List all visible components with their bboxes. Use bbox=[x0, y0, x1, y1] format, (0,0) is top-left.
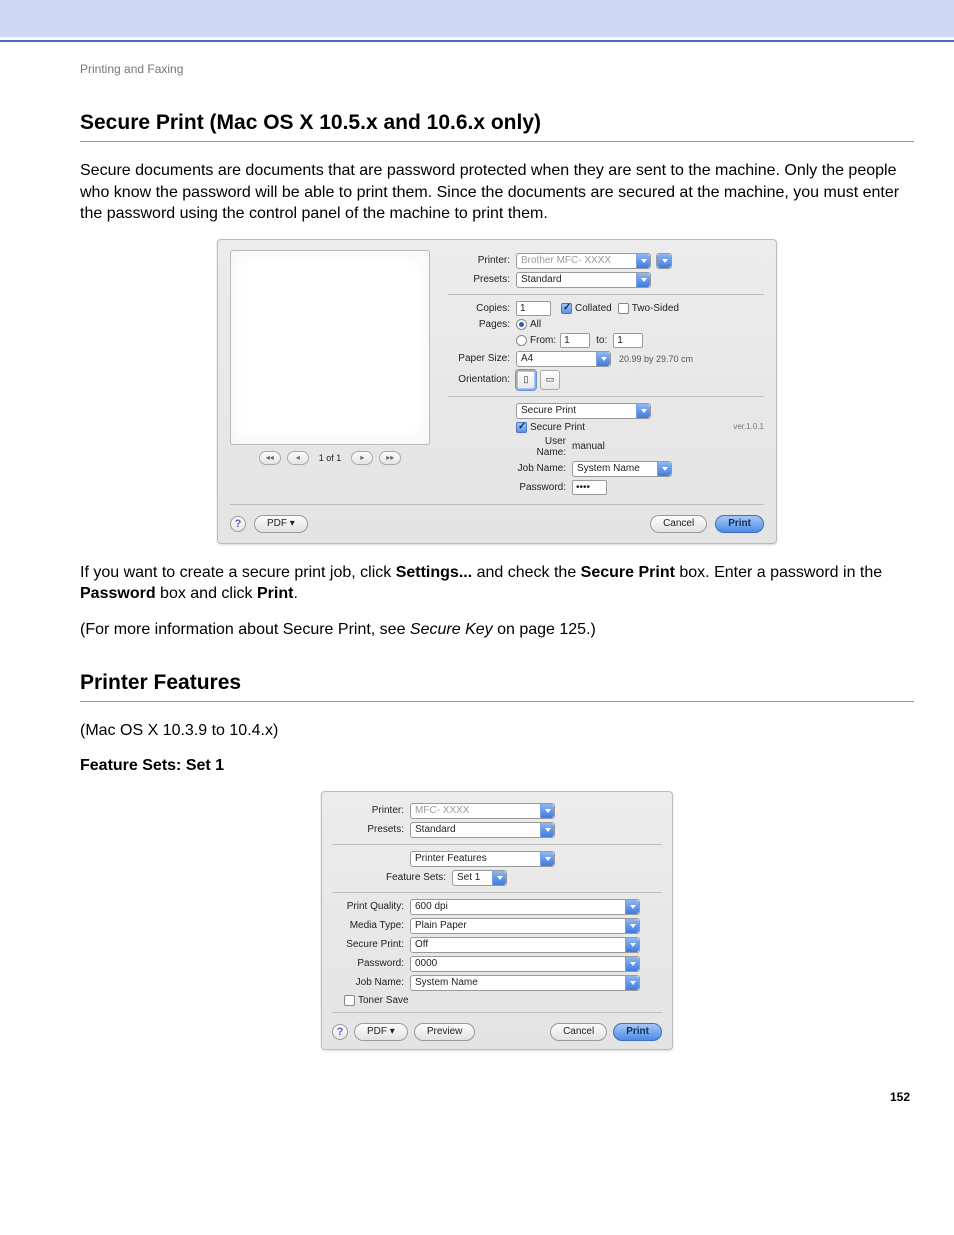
after-para-2: (For more information about Secure Print… bbox=[80, 619, 914, 641]
printer-value: Brother MFC- XXXX bbox=[521, 255, 611, 266]
collated-label: Collated bbox=[575, 303, 612, 314]
d2-preview-button[interactable]: Preview bbox=[414, 1023, 476, 1041]
to-label: to: bbox=[590, 335, 613, 346]
d2-presets-select[interactable]: Standard bbox=[410, 822, 555, 838]
d2-printquality-select[interactable]: 600 dpi bbox=[410, 899, 640, 915]
copies-label: Copies: bbox=[448, 303, 516, 314]
d2-help-button[interactable]: ? bbox=[332, 1024, 348, 1040]
pages-label: Pages: bbox=[448, 319, 516, 330]
username-value: manual bbox=[572, 441, 605, 452]
print-button[interactable]: Print bbox=[715, 515, 764, 533]
printer-status-button[interactable] bbox=[656, 253, 672, 269]
d2-jobname-select[interactable]: System Name bbox=[410, 975, 640, 991]
copies-input[interactable]: 1 bbox=[516, 301, 551, 316]
d2-pdf-button[interactable]: PDF ▾ bbox=[354, 1023, 408, 1041]
nav-last-button[interactable]: ▸▸ bbox=[379, 451, 401, 465]
to-input[interactable]: 1 bbox=[613, 333, 643, 348]
pages-range-radio[interactable] bbox=[516, 335, 527, 346]
after-para-1: If you want to create a secure print job… bbox=[80, 562, 914, 605]
twosided-label: Two-Sided bbox=[632, 303, 679, 314]
password-label: Password: bbox=[516, 482, 572, 493]
top-bar bbox=[0, 0, 954, 40]
nav-prev-button[interactable]: ◂ bbox=[287, 451, 309, 465]
orientation-landscape-button[interactable]: ▭ bbox=[540, 370, 560, 390]
d2-featuresets-select[interactable]: Set 1 bbox=[452, 870, 507, 886]
d2-panel-select[interactable]: Printer Features bbox=[410, 851, 555, 867]
d2-print-button[interactable]: Print bbox=[613, 1023, 662, 1041]
section1-title: Secure Print (Mac OS X 10.5.x and 10.6.x… bbox=[80, 111, 914, 135]
d2-password-label: Password: bbox=[332, 958, 410, 969]
jobname-label: Job Name: bbox=[516, 463, 572, 474]
presets-label: Presets: bbox=[448, 274, 516, 285]
pages-all-radio[interactable] bbox=[516, 319, 527, 330]
username-label: User Name: bbox=[516, 436, 572, 458]
panel-value: Secure Print bbox=[521, 405, 576, 416]
section2-bold: Feature Sets: Set 1 bbox=[80, 755, 914, 777]
pdf-button[interactable]: PDF ▾ bbox=[254, 515, 308, 533]
collated-checkbox[interactable] bbox=[561, 303, 572, 314]
printer-features-dialog: Printer: MFC- XXXX Presets: Standard Pri… bbox=[321, 791, 673, 1050]
d2-secureprint-label: Secure Print: bbox=[332, 939, 410, 950]
section2-title: Printer Features bbox=[80, 671, 914, 695]
section2-rule bbox=[80, 701, 914, 702]
printer-select[interactable]: Brother MFC- XXXX bbox=[516, 253, 651, 269]
nav-next-button[interactable]: ▸ bbox=[351, 451, 373, 465]
papersize-value: A4 bbox=[521, 353, 533, 364]
breadcrumb: Printing and Faxing bbox=[80, 62, 914, 76]
presets-value: Standard bbox=[521, 274, 562, 285]
papersize-select[interactable]: A4 bbox=[516, 351, 611, 367]
from-input[interactable]: 1 bbox=[560, 333, 590, 348]
version-label: ver.1.0.1 bbox=[733, 422, 764, 431]
preview-nav: ◂◂ ◂ 1 of 1 ▸ ▸▸ bbox=[230, 451, 430, 465]
d2-secureprint-select[interactable]: Off bbox=[410, 937, 640, 953]
papersize-label: Paper Size: bbox=[448, 353, 516, 364]
printer-label: Printer: bbox=[448, 255, 516, 266]
cancel-button[interactable]: Cancel bbox=[650, 515, 707, 533]
jobname-value: System Name bbox=[577, 463, 640, 474]
orientation-portrait-button[interactable]: ▯ bbox=[516, 370, 536, 390]
d2-printquality-label: Print Quality: bbox=[332, 901, 410, 912]
top-rule bbox=[0, 40, 954, 42]
page-indicator: 1 of 1 bbox=[315, 453, 346, 463]
page-preview bbox=[230, 250, 430, 445]
d2-printer-select[interactable]: MFC- XXXX bbox=[410, 803, 555, 819]
section2-sub: (Mac OS X 10.3.9 to 10.4.x) bbox=[80, 720, 914, 742]
d2-presets-label: Presets: bbox=[332, 824, 410, 835]
section1-rule bbox=[80, 141, 914, 142]
d2-mediatype-select[interactable]: Plain Paper bbox=[410, 918, 640, 934]
d2-mediatype-label: Media Type: bbox=[332, 920, 410, 931]
secureprint-chk-label: Secure Print bbox=[530, 422, 585, 433]
presets-select[interactable]: Standard bbox=[516, 272, 651, 288]
d2-featuresets-label: Feature Sets: bbox=[332, 872, 452, 883]
d2-printer-label: Printer: bbox=[332, 805, 410, 816]
paper-dimensions: 20.99 by 29.70 cm bbox=[611, 354, 693, 364]
tonersave-label: Toner Save bbox=[358, 995, 409, 1006]
d2-password-select[interactable]: 0000 bbox=[410, 956, 640, 972]
intro-paragraph: Secure documents are documents that are … bbox=[80, 160, 914, 225]
pages-all-label: All bbox=[530, 319, 541, 330]
jobname-select[interactable]: System Name bbox=[572, 461, 672, 477]
password-input[interactable]: •••• bbox=[572, 480, 607, 495]
from-label: From: bbox=[530, 335, 556, 346]
d2-jobname-label: Job Name: bbox=[332, 977, 410, 988]
help-button[interactable]: ? bbox=[230, 516, 246, 532]
page-number: 152 bbox=[80, 1090, 914, 1104]
nav-first-button[interactable]: ◂◂ bbox=[259, 451, 281, 465]
secure-print-dialog: ◂◂ ◂ 1 of 1 ▸ ▸▸ Printer: Brother MFC- X… bbox=[217, 239, 777, 544]
d2-cancel-button[interactable]: Cancel bbox=[550, 1023, 607, 1041]
tonersave-checkbox[interactable] bbox=[344, 995, 355, 1006]
orientation-label: Orientation: bbox=[448, 374, 516, 385]
secureprint-checkbox[interactable] bbox=[516, 422, 527, 433]
panel-select[interactable]: Secure Print bbox=[516, 403, 651, 419]
twosided-checkbox[interactable] bbox=[618, 303, 629, 314]
